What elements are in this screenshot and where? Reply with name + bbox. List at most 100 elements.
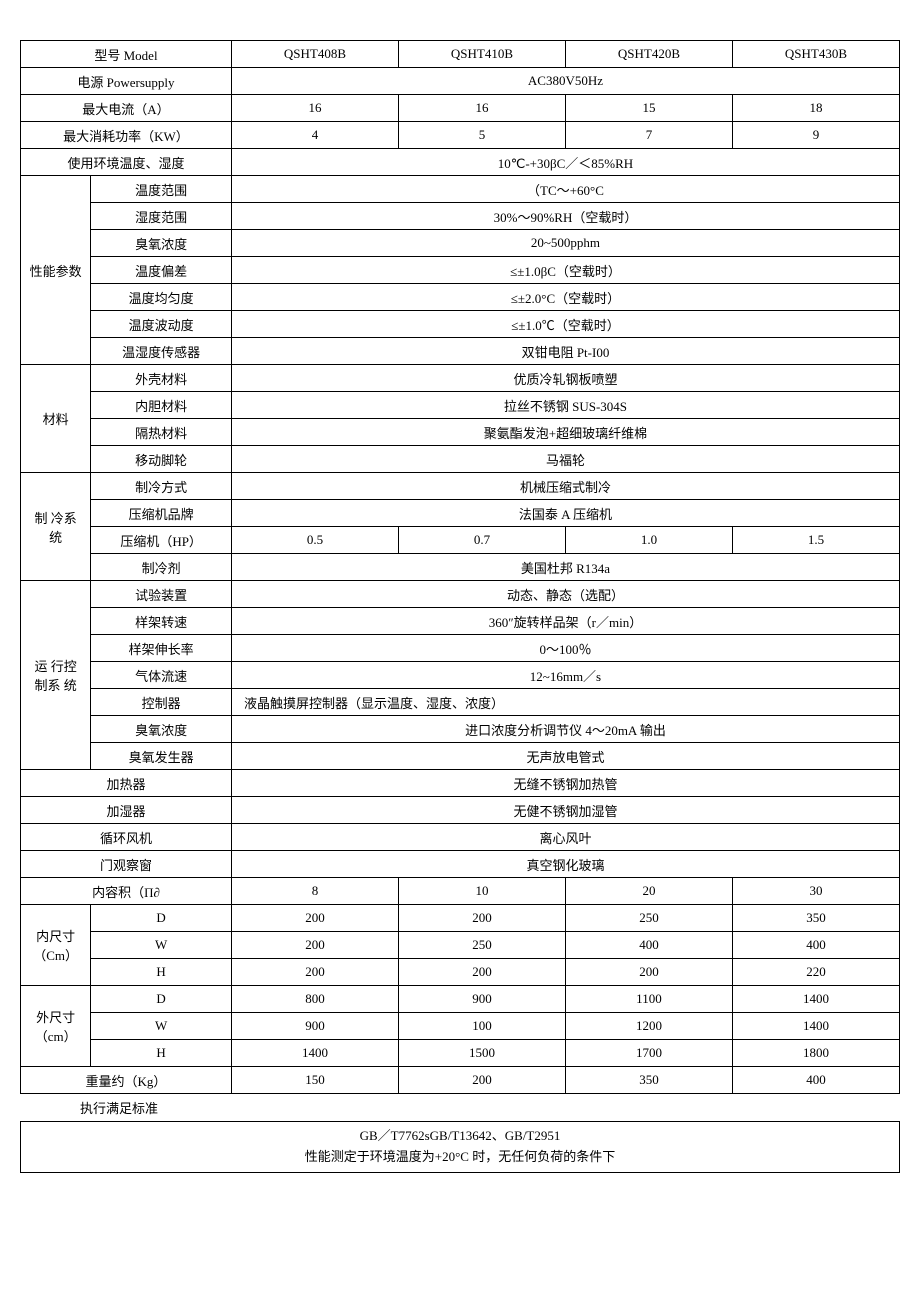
table-row: 材料 外壳材料 优质冷轧钢板喷塑	[21, 365, 900, 392]
table-row: 臭氧浓度 20~500pphm	[21, 230, 900, 257]
cell: 4	[231, 122, 398, 149]
rack-speed-val: 360″旋转样品架（r／min）	[231, 608, 899, 635]
refrig-val: 美国杜邦 R134a	[231, 554, 899, 581]
inner-dim-label: 内尺寸（Cm）	[21, 905, 91, 986]
power-label: 电源 Powersupply	[21, 68, 232, 95]
gas-speed-label: 气体流速	[91, 662, 232, 689]
table-row: H 200 200 200 220	[21, 959, 900, 986]
cell: 15	[565, 95, 732, 122]
table-row: 温度偏差 ≤±1.0βC（空载时）	[21, 257, 900, 284]
cell: 250	[565, 905, 732, 932]
cell: 1800	[732, 1040, 899, 1067]
temp-dev-val: ≤±1.0βC（空载时）	[231, 257, 899, 284]
cell: 200	[398, 1067, 565, 1094]
caster-label: 移动脚轮	[91, 446, 232, 473]
power-val: AC380V50Hz	[231, 68, 899, 95]
cell: 200	[398, 959, 565, 986]
comp-brand-val: 法国泰 A 压缩机	[231, 500, 899, 527]
standards-line1: GB／T7762sGB/T13642、GB/T2951	[21, 1126, 899, 1147]
dim-d: D	[91, 986, 232, 1013]
dim-d: D	[91, 905, 232, 932]
cell: 1400	[732, 1013, 899, 1040]
test-dev-val: 动态、静态（选配）	[231, 581, 899, 608]
table-row: 气体流速 12~16mm／s	[21, 662, 900, 689]
outer-dim-label: 外尺寸（cm）	[21, 986, 91, 1067]
table-row: 内胆材料 拉丝不锈钢 SUS-304S	[21, 392, 900, 419]
cell: 1.0	[565, 527, 732, 554]
gas-speed-val: 12~16mm／s	[231, 662, 899, 689]
table-row: 样架转速 360″旋转样品架（r／min）	[21, 608, 900, 635]
cell: 7	[565, 122, 732, 149]
cell: 18	[732, 95, 899, 122]
cell: 1700	[565, 1040, 732, 1067]
table-row: 型号 Model QSHT408B QSHT410B QSHT420B QSHT…	[21, 41, 900, 68]
ozone-gen-label: 臭氧发生器	[91, 743, 232, 770]
temp-dev-label: 温度偏差	[91, 257, 232, 284]
cell: 900	[398, 986, 565, 1013]
inner-label: 内胆材料	[91, 392, 232, 419]
volume-label: 内容积（П∂	[21, 878, 232, 905]
temp-range-label: 温度范围	[91, 176, 232, 203]
standards-line2: 性能测定于环境温度为+20°C 时，无任何负荷的条件下	[21, 1147, 899, 1168]
heater-val: 无缝不锈钢加热管	[231, 770, 899, 797]
table-row: 隔热材料 聚氨酯发泡+超细玻璃纤维棉	[21, 419, 900, 446]
run-group-label: 运 行控 制系 统	[21, 581, 91, 770]
table-row: 重量约（Kg） 150 200 350 400	[21, 1067, 900, 1094]
table-row: H 1400 1500 1700 1800	[21, 1040, 900, 1067]
standards-label: 执行满足标准	[20, 1094, 900, 1121]
cool-method-label: 制冷方式	[91, 473, 232, 500]
cell: 9	[732, 122, 899, 149]
cell: 350	[565, 1067, 732, 1094]
inner-val: 拉丝不锈钢 SUS-304S	[231, 392, 899, 419]
spec-document: 型号 Model QSHT408B QSHT410B QSHT420B QSHT…	[20, 40, 900, 1173]
heater-label: 加热器	[21, 770, 232, 797]
shell-val: 优质冷轧钢板喷塑	[231, 365, 899, 392]
table-row: 门观察窗 真空钢化玻璃	[21, 851, 900, 878]
cell: 1200	[565, 1013, 732, 1040]
table-row: 最大消耗功率（KW） 4 5 7 9	[21, 122, 900, 149]
ozone2-label: 臭氧浓度	[91, 716, 232, 743]
table-row: 湿度范围 30%～90%RH（空载时）	[21, 203, 900, 230]
comp-hp-label: 压缩机（HP）	[91, 527, 232, 554]
cell: 150	[231, 1067, 398, 1094]
test-dev-label: 试验装置	[91, 581, 232, 608]
cell: 100	[398, 1013, 565, 1040]
insul-label: 隔热材料	[91, 419, 232, 446]
table-row: 压缩机（HP） 0.5 0.7 1.0 1.5	[21, 527, 900, 554]
env-label: 使用环境温度、湿度	[21, 149, 232, 176]
fan-label: 循环风机	[21, 824, 232, 851]
table-row: 样架伸长率 0～100％	[21, 635, 900, 662]
rack-speed-label: 样架转速	[91, 608, 232, 635]
temp-fluc-val: ≤±1.0℃（空载时）	[231, 311, 899, 338]
cell: 250	[398, 932, 565, 959]
table-row: 运 行控 制系 统 试验装置 动态、静态（选配）	[21, 581, 900, 608]
cell: 400	[732, 1067, 899, 1094]
humid-label: 加湿器	[21, 797, 232, 824]
header-m4: QSHT430B	[732, 41, 899, 68]
dim-w: W	[91, 932, 232, 959]
table-row: 最大电流（A） 16 16 15 18	[21, 95, 900, 122]
cell: 400	[732, 932, 899, 959]
cell: 200	[398, 905, 565, 932]
temp-range-val: （TC～+60°C	[231, 176, 899, 203]
maxpower-label: 最大消耗功率（KW）	[21, 122, 232, 149]
table-row: 加热器 无缝不锈钢加热管	[21, 770, 900, 797]
table-row: 臭氧发生器 无声放电管式	[21, 743, 900, 770]
cell: 900	[231, 1013, 398, 1040]
window-label: 门观察窗	[21, 851, 232, 878]
ozone-gen-val: 无声放电管式	[231, 743, 899, 770]
fan-val: 离心风叶	[231, 824, 899, 851]
humid-val: 无健不锈钢加湿管	[231, 797, 899, 824]
ozone2-val: 进口浓度分析调节仪 4～20mA 输出	[231, 716, 899, 743]
hum-range-label: 湿度范围	[91, 203, 232, 230]
shell-label: 外壳材料	[91, 365, 232, 392]
cell: 1100	[565, 986, 732, 1013]
cool-method-val: 机械压缩式制冷	[231, 473, 899, 500]
hum-range-val: 30%～90%RH（空载时）	[231, 203, 899, 230]
cell: 16	[398, 95, 565, 122]
header-m1: QSHT408B	[231, 41, 398, 68]
cell: 10	[398, 878, 565, 905]
cell: 1400	[732, 986, 899, 1013]
temp-uni-label: 温度均匀度	[91, 284, 232, 311]
cell: 16	[231, 95, 398, 122]
